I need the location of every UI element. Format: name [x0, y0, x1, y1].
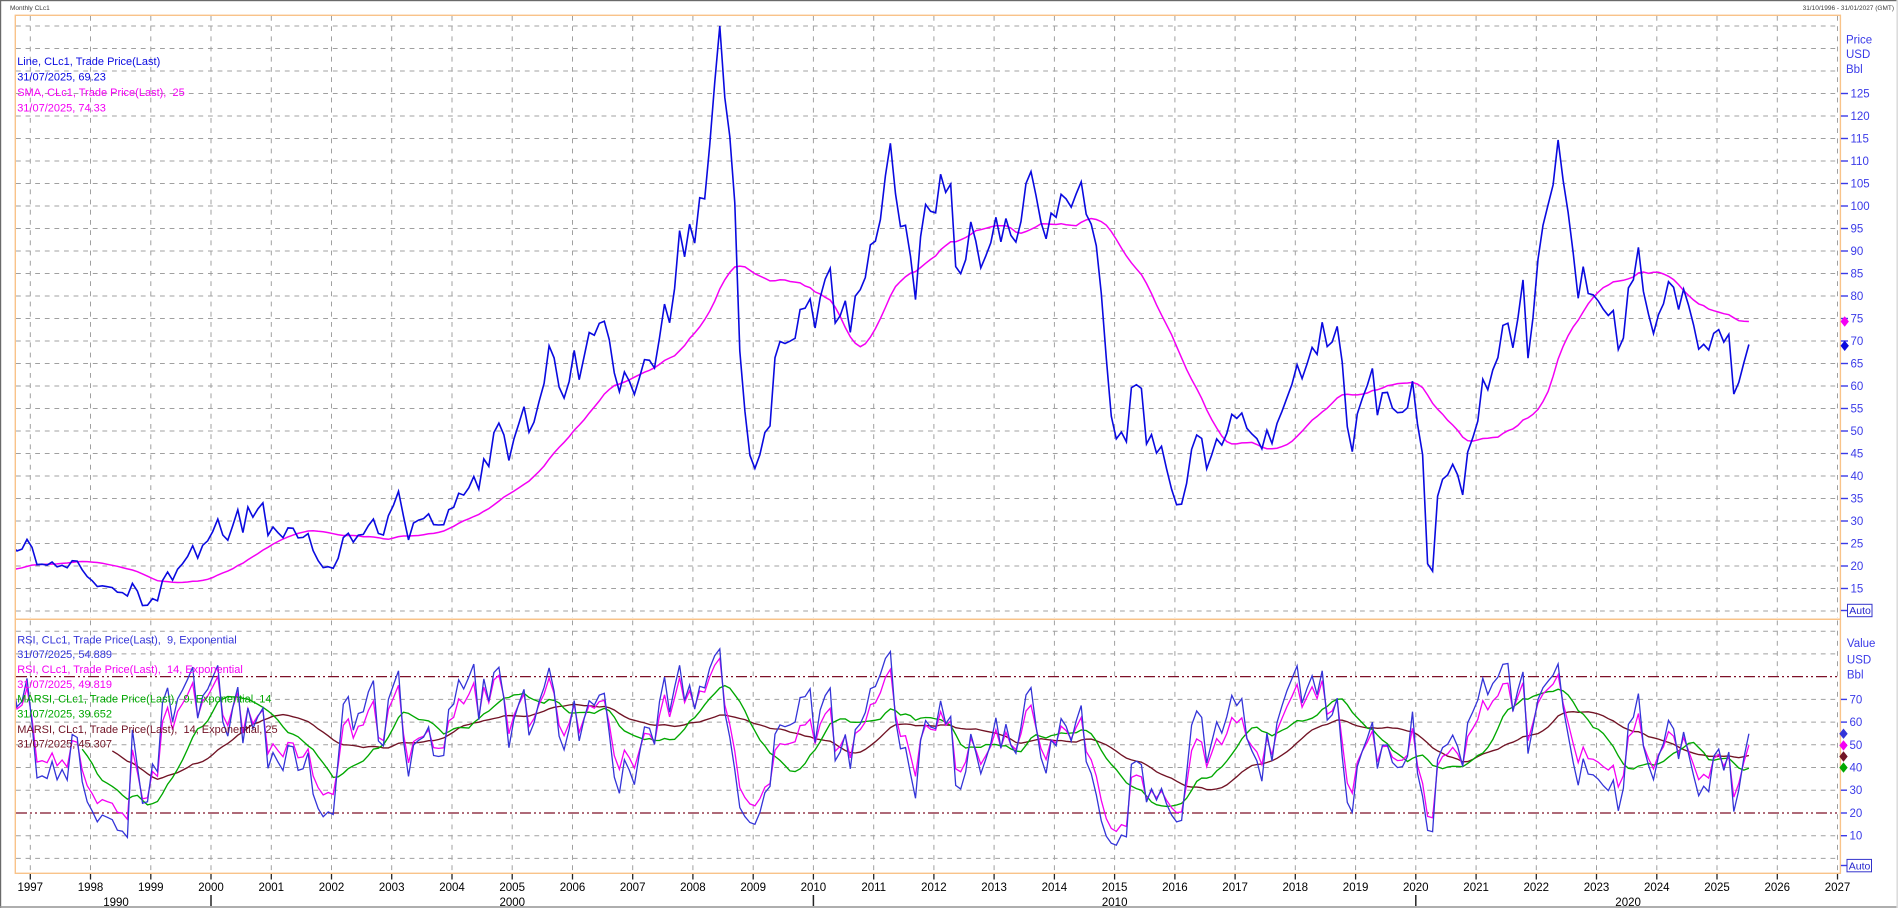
svg-text:40: 40	[1851, 471, 1864, 483]
svg-text:2018: 2018	[1283, 882, 1309, 894]
svg-text:85: 85	[1851, 269, 1864, 281]
svg-text:45: 45	[1851, 449, 1864, 461]
svg-text:2002: 2002	[319, 882, 345, 894]
svg-text:50: 50	[1851, 426, 1864, 438]
svg-text:20: 20	[1850, 808, 1863, 820]
svg-text:2003: 2003	[379, 882, 405, 894]
svg-text:115: 115	[1851, 134, 1869, 146]
svg-text:1999: 1999	[138, 882, 164, 894]
svg-text:2017: 2017	[1222, 882, 1248, 894]
svg-text:2020: 2020	[1615, 897, 1641, 909]
svg-text:RSI, CLc1, Trade Price(Last),: RSI, CLc1, Trade Price(Last), 9, Exponen…	[17, 634, 237, 646]
svg-text:2024: 2024	[1644, 882, 1670, 894]
svg-text:2004: 2004	[439, 882, 465, 894]
svg-text:2021: 2021	[1463, 882, 1489, 894]
svg-text:90: 90	[1851, 246, 1864, 258]
svg-text:31/07/2025, 54.889: 31/07/2025, 54.889	[17, 649, 112, 661]
svg-text:31/07/2025, 39.652: 31/07/2025, 39.652	[17, 709, 112, 721]
svg-text:Price: Price	[1846, 34, 1872, 46]
svg-text:50: 50	[1850, 740, 1863, 752]
svg-text:RSI, CLc1, Trade Price(Last),: RSI, CLc1, Trade Price(Last), 14, Expone…	[17, 664, 243, 676]
svg-text:USD: USD	[1847, 655, 1871, 667]
svg-text:31/10/1996 - 31/01/2027 (GMT): 31/10/1996 - 31/01/2027 (GMT)	[1803, 5, 1894, 12]
svg-text:2022: 2022	[1524, 882, 1550, 894]
svg-text:1998: 1998	[78, 882, 104, 894]
svg-text:2019: 2019	[1343, 882, 1369, 894]
svg-text:60: 60	[1850, 717, 1863, 729]
svg-text:2010: 2010	[801, 882, 827, 894]
svg-text:Bbl: Bbl	[1846, 64, 1863, 76]
svg-text:2007: 2007	[620, 882, 646, 894]
svg-text:2008: 2008	[680, 882, 706, 894]
svg-text:31/07/2025, 45.307: 31/07/2025, 45.307	[17, 739, 112, 751]
svg-text:Bbl: Bbl	[1847, 670, 1864, 682]
svg-text:2006: 2006	[560, 882, 586, 894]
svg-text:30: 30	[1850, 785, 1863, 797]
svg-text:2000: 2000	[500, 897, 526, 909]
svg-text:2025: 2025	[1704, 882, 1730, 894]
svg-text:1997: 1997	[18, 882, 44, 894]
svg-text:SMA, CLc1, Trade Price(Last),: SMA, CLc1, Trade Price(Last), 25	[17, 87, 185, 99]
svg-text:2016: 2016	[1162, 882, 1188, 894]
svg-text:70: 70	[1851, 336, 1864, 348]
svg-text:2005: 2005	[499, 882, 525, 894]
svg-text:2009: 2009	[740, 882, 766, 894]
svg-text:Value: Value	[1847, 638, 1876, 650]
svg-text:MARSI, CLc1, Trade Price(Last): MARSI, CLc1, Trade Price(Last), 14, Expo…	[17, 724, 277, 736]
svg-text:2026: 2026	[1765, 882, 1791, 894]
svg-text:65: 65	[1851, 359, 1864, 371]
svg-text:Auto: Auto	[1849, 605, 1871, 617]
svg-text:30: 30	[1851, 516, 1864, 528]
svg-text:15: 15	[1851, 584, 1864, 596]
svg-text:10: 10	[1850, 831, 1863, 843]
svg-text:40: 40	[1850, 763, 1863, 775]
svg-text:20: 20	[1851, 561, 1864, 573]
svg-text:2011: 2011	[861, 882, 886, 894]
svg-text:2023: 2023	[1584, 882, 1610, 894]
svg-text:100: 100	[1851, 201, 1870, 213]
svg-text:125: 125	[1851, 89, 1870, 101]
svg-text:25: 25	[1851, 539, 1864, 551]
svg-text:2001: 2001	[259, 882, 285, 894]
svg-text:USD: USD	[1846, 49, 1870, 61]
svg-text:31/07/2025, 74.33: 31/07/2025, 74.33	[17, 102, 106, 114]
svg-text:120: 120	[1851, 111, 1870, 123]
svg-text:55: 55	[1851, 404, 1864, 416]
svg-text:2027: 2027	[1825, 882, 1851, 894]
svg-text:2014: 2014	[1042, 882, 1068, 894]
svg-text:Auto: Auto	[1849, 860, 1871, 872]
svg-text:Monthly CLc1: Monthly CLc1	[10, 5, 50, 12]
svg-text:2012: 2012	[921, 882, 947, 894]
svg-text:70: 70	[1850, 694, 1863, 706]
svg-text:95: 95	[1851, 224, 1864, 236]
svg-text:2013: 2013	[981, 882, 1007, 894]
svg-text:110: 110	[1851, 156, 1869, 168]
svg-text:75: 75	[1851, 314, 1864, 326]
svg-text:31/07/2025, 49.819: 31/07/2025, 49.819	[17, 679, 112, 691]
svg-text:1990: 1990	[103, 897, 129, 909]
svg-text:80: 80	[1851, 291, 1864, 303]
svg-text:2010: 2010	[1102, 897, 1128, 909]
svg-text:35: 35	[1851, 494, 1864, 506]
svg-text:2000: 2000	[198, 882, 224, 894]
svg-text:MARSI, CLc1, Trade Price(Last): MARSI, CLc1, Trade Price(Last), 9, Expon…	[17, 694, 271, 706]
svg-text:31/07/2025, 69.23: 31/07/2025, 69.23	[17, 72, 106, 84]
svg-text:105: 105	[1851, 179, 1870, 191]
svg-text:2020: 2020	[1403, 882, 1429, 894]
svg-text:60: 60	[1851, 381, 1864, 393]
svg-text:Line, CLc1, Trade Price(Last): Line, CLc1, Trade Price(Last)	[17, 56, 160, 68]
svg-text:2015: 2015	[1102, 882, 1128, 894]
